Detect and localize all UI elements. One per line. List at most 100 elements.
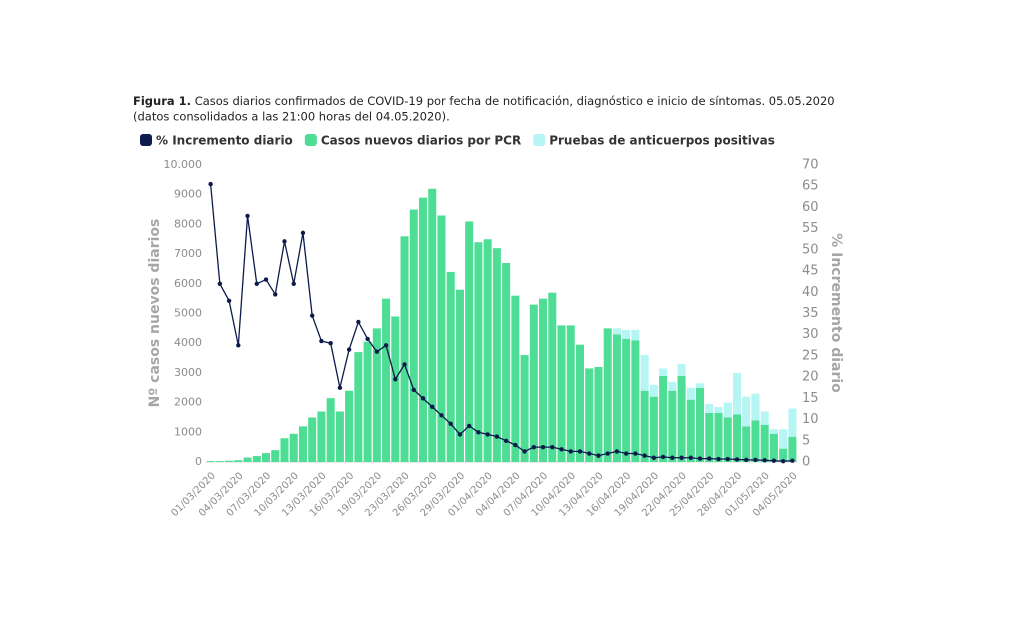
bar: [788, 436, 797, 462]
y2-tick-label: 20: [802, 370, 819, 385]
bar: [317, 411, 326, 462]
bar: [714, 407, 723, 413]
line-point: [466, 423, 472, 429]
line-point: [236, 343, 241, 348]
line-point: [642, 453, 647, 458]
bar: [714, 412, 723, 462]
bar: [751, 393, 760, 421]
y2-tick-label: 65: [802, 179, 819, 194]
bar: [622, 329, 631, 339]
y2-axis-label: % Incremento diario: [828, 233, 844, 393]
line-point: [365, 336, 370, 342]
bar: [271, 450, 280, 462]
bar: [215, 461, 224, 462]
bar: [649, 384, 658, 397]
bar: [262, 453, 271, 462]
y2-tick-label: 10: [802, 412, 819, 427]
line-point: [753, 457, 758, 463]
bar: [575, 344, 585, 462]
line-point: [411, 387, 416, 393]
y2-tick-label: 5: [802, 433, 810, 448]
line-point: [651, 455, 657, 460]
bar: [298, 426, 307, 462]
bar: [631, 329, 640, 341]
y-tick-label: 7000: [174, 247, 202, 260]
bar: [566, 325, 575, 462]
bar: [437, 215, 446, 462]
line-point: [217, 281, 223, 286]
line-point: [208, 181, 213, 187]
line-point: [522, 449, 527, 454]
line-point: [540, 444, 546, 450]
bar: [354, 352, 363, 462]
bar: [769, 429, 778, 434]
bar: [455, 289, 464, 462]
line-point: [670, 455, 675, 460]
line-point: [605, 451, 610, 456]
bar: [705, 404, 714, 413]
bar: [289, 433, 298, 462]
line-point: [319, 338, 324, 344]
bar: [640, 390, 649, 462]
bar: [382, 298, 391, 462]
line-point: [513, 442, 518, 448]
y2-tick-label: 40: [802, 285, 819, 300]
bar: [557, 325, 566, 462]
line-point: [402, 362, 407, 367]
line-point: [226, 298, 232, 303]
bar: [612, 334, 621, 462]
bar: [732, 372, 741, 415]
line-point: [762, 458, 767, 463]
bar: [465, 221, 474, 462]
y-tick-label: 2000: [174, 396, 202, 409]
line-point: [245, 213, 250, 219]
bar: [372, 328, 381, 462]
bar: [622, 338, 631, 462]
line-point: [309, 313, 315, 318]
line-point: [716, 456, 721, 462]
y-tick-label: 1000: [174, 425, 202, 438]
bar: [585, 368, 594, 462]
bar: [686, 399, 695, 462]
y2-tick-label: 0: [802, 455, 810, 470]
bar: [326, 398, 335, 462]
y2-tick-label: 15: [802, 391, 819, 406]
bar: [280, 438, 289, 462]
line-point: [374, 349, 380, 354]
bar: [391, 316, 400, 462]
bar: [492, 248, 501, 462]
bar: [723, 417, 732, 462]
line-point: [559, 447, 564, 452]
y2-tick-label: 25: [802, 348, 819, 363]
line-point: [780, 458, 786, 464]
line-point: [614, 449, 620, 454]
y2-tick-label: 35: [802, 306, 819, 321]
bar: [742, 396, 751, 427]
line-point: [587, 451, 592, 456]
bar: [742, 426, 751, 462]
bar: [539, 298, 548, 462]
line-point: [660, 454, 666, 460]
bar: [705, 412, 714, 462]
line-point: [420, 396, 426, 401]
bar: [723, 402, 732, 418]
line-point: [744, 457, 749, 463]
bar: [668, 390, 677, 462]
line-point: [679, 455, 684, 460]
line-point: [494, 434, 500, 439]
legend-label: Casos nuevos diarios por PCR: [321, 134, 521, 148]
line-point: [282, 239, 287, 244]
legend-label: % Incremento diario: [156, 134, 293, 148]
bar: [603, 328, 612, 462]
line-point: [273, 292, 278, 297]
line: [209, 184, 793, 462]
line-point: [633, 451, 638, 456]
y2-tick-label: 50: [802, 242, 819, 257]
bar: [668, 381, 677, 391]
y2-tick-label: 60: [802, 200, 819, 215]
y2-tick-label: 45: [802, 264, 819, 279]
line-point: [457, 432, 463, 437]
bar: [428, 188, 437, 462]
figure-label: Figura 1.: [133, 94, 191, 108]
bar: [696, 383, 705, 388]
